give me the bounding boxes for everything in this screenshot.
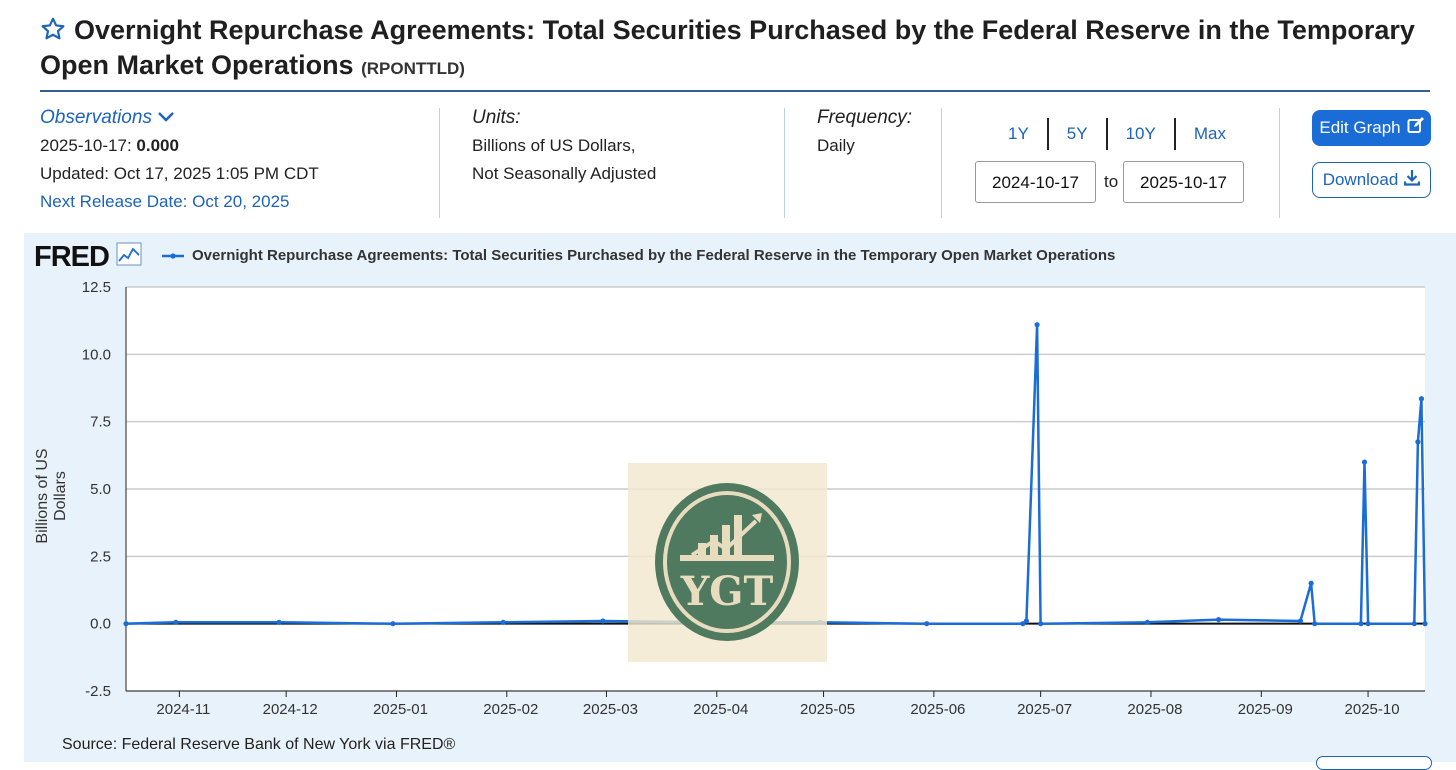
range-1y-button[interactable]: 1Y	[990, 118, 1049, 150]
ygt-logo-icon: YGT	[655, 483, 799, 641]
data-point	[1361, 459, 1368, 465]
x-tick-label: 2025-09	[1238, 701, 1293, 718]
edit-graph-label: Edit Graph	[1319, 118, 1401, 137]
data-point	[1144, 619, 1151, 625]
data-point	[173, 619, 179, 625]
range-5y-button[interactable]: 5Y	[1049, 118, 1108, 150]
download-button[interactable]: Download	[1312, 162, 1431, 198]
x-tick-label: 2024-12	[263, 701, 318, 718]
data-point	[123, 621, 129, 627]
units-line-1: Billions of US Dollars,	[472, 136, 636, 155]
end-date-input[interactable]: 2025-10-17	[1123, 161, 1244, 203]
x-tick-label: 2025-08	[1127, 701, 1182, 718]
data-point	[1358, 621, 1364, 627]
updated-text: Updated: Oct 17, 2025 1:05 PM CDT	[40, 164, 319, 183]
x-tick-label: 2025-10	[1345, 701, 1400, 718]
watermark: YGT	[628, 463, 827, 662]
title-divider	[40, 90, 1430, 92]
series-title: Overnight Repurchase Agreements: Total S…	[40, 15, 1415, 80]
edit-icon	[1407, 117, 1424, 139]
data-point	[1411, 621, 1417, 627]
data-point	[1418, 396, 1425, 402]
fred-logo-text: FRED	[34, 241, 110, 273]
range-buttons: 1Y 5Y 10Y Max	[990, 118, 1244, 150]
y-tick-label: -2.5	[85, 683, 111, 700]
start-date-input[interactable]: 2024-10-17	[975, 161, 1096, 203]
range-10y-button[interactable]: 10Y	[1108, 118, 1176, 150]
units-label: Units:	[472, 107, 521, 128]
legend-line-icon	[162, 252, 184, 259]
fred-logo[interactable]: FRED	[34, 241, 142, 274]
edit-graph-button[interactable]: Edit Graph	[1312, 110, 1431, 146]
data-point	[600, 618, 606, 624]
observation-value: 0.000	[136, 136, 179, 155]
axis-ticks: 12.5 10.0 7.5 5.0 2.5 0.0 -2.5 2024-11 2024-12 20…	[82, 279, 1400, 718]
x-tick-label: 2025-06	[910, 701, 965, 718]
x-tick-label: 2025-04	[693, 701, 748, 718]
y-tick-label: 5.0	[90, 481, 111, 498]
frequency-panel: Frequency: Daily	[817, 104, 912, 160]
y-tick-label: 0.0	[90, 616, 111, 633]
page-header: Overnight Repurchase Agreements: Total S…	[40, 14, 1430, 85]
divider	[784, 108, 785, 218]
x-tick-label: 2025-02	[483, 701, 538, 718]
frequency-label: Frequency:	[817, 107, 913, 128]
x-tick-label: 2025-05	[800, 701, 855, 718]
x-tick-label: 2025-01	[373, 701, 428, 718]
data-point	[500, 619, 506, 625]
x-tick-label: 2024-11	[156, 701, 210, 718]
data-point	[1034, 322, 1040, 328]
data-point	[1023, 618, 1030, 624]
units-line-2: Not Seasonally Adjusted	[472, 164, 657, 183]
frequency-value: Daily	[817, 136, 855, 155]
x-tick-label: 2025-07	[1017, 701, 1072, 718]
y-tick-label: 12.5	[82, 279, 111, 296]
page-title: Overnight Repurchase Agreements: Total S…	[40, 14, 1430, 85]
data-point	[390, 621, 396, 627]
data-point	[1297, 618, 1304, 624]
data-point	[276, 619, 282, 625]
data-point	[924, 621, 930, 627]
next-release-link[interactable]: Next Release Date: Oct 20, 2025	[40, 192, 290, 211]
divider	[941, 108, 942, 218]
source-note: Source: Federal Reserve Bank of New York…	[62, 736, 456, 753]
divider	[1279, 108, 1280, 218]
range-max-button[interactable]: Max	[1193, 124, 1226, 143]
chart-legend: Overnight Repurchase Agreements: Total S…	[162, 247, 1115, 264]
data-point	[1215, 617, 1222, 623]
partial-button[interactable]	[1316, 756, 1432, 770]
observation-date: 2025-10-17:	[40, 136, 132, 155]
series-id: (RPONTTLD)	[361, 59, 465, 78]
watermark-text: YGT	[680, 568, 774, 615]
divider	[439, 108, 440, 218]
download-label: Download	[1322, 170, 1399, 189]
data-point	[1308, 580, 1314, 586]
y-axis-label: Billions of US Dollars	[34, 448, 69, 544]
observations-dropdown[interactable]: Observations	[40, 104, 319, 132]
units-panel: Units: Billions of US Dollars, Not Seaso…	[472, 104, 656, 188]
observations-label: Observations	[40, 107, 152, 128]
data-point	[1038, 621, 1044, 627]
y-tick-label: 2.5	[90, 548, 111, 565]
download-icon	[1404, 169, 1421, 191]
range-to-label: to	[1104, 172, 1119, 191]
latest-observation: 2025-10-17: 0.000	[40, 132, 319, 160]
data-point	[1365, 621, 1371, 627]
y-tick-label: 7.5	[90, 414, 111, 431]
data-point	[1020, 621, 1026, 627]
legend-label: Overnight Repurchase Agreements: Total S…	[192, 247, 1116, 264]
star-icon[interactable]	[40, 16, 66, 49]
y-tick-label: 10.0	[82, 346, 111, 363]
chart-line-icon	[116, 241, 142, 273]
x-tick-label: 2025-03	[583, 701, 638, 718]
chevron-down-icon	[157, 108, 175, 127]
data-point	[1422, 621, 1428, 627]
observations-panel: Observations 2025-10-17: 0.000 Updated: …	[40, 104, 319, 216]
data-point	[1312, 621, 1318, 627]
data-point	[1415, 439, 1421, 445]
